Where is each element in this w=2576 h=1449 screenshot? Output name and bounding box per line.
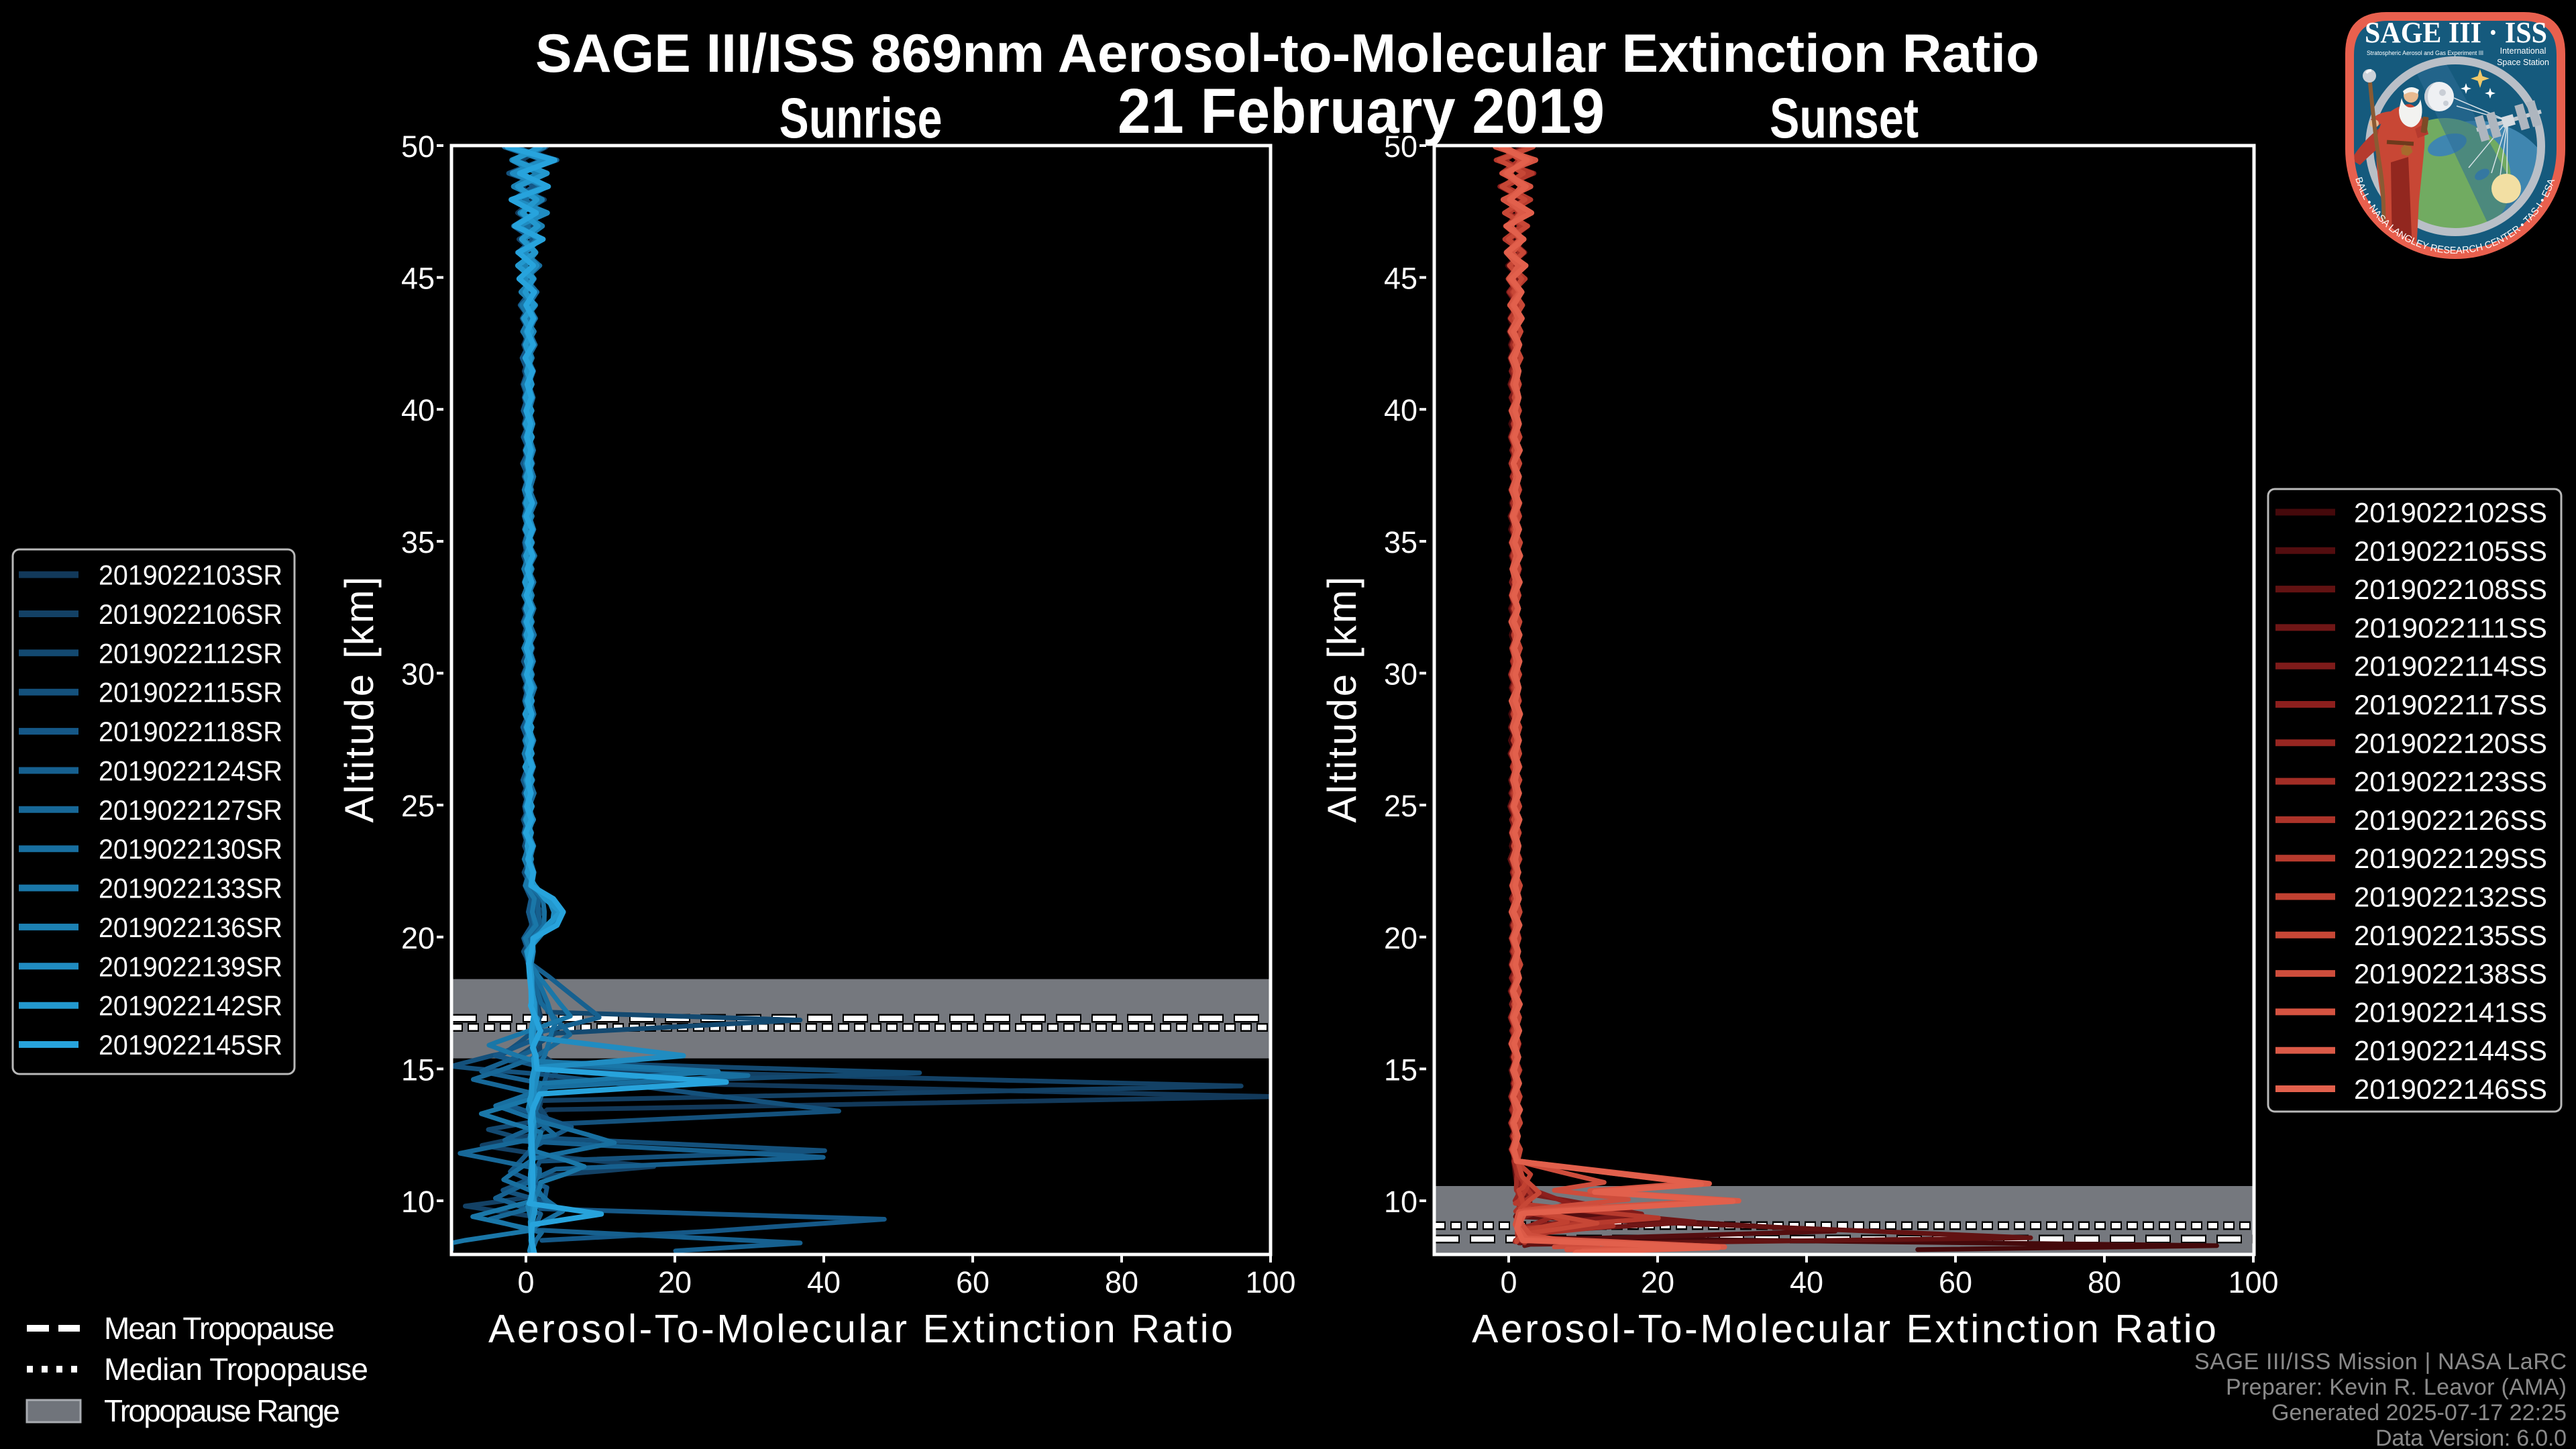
svg-text:2019022115SR: 2019022115SR xyxy=(99,677,282,708)
svg-text:Mean Tropopause: Mean Tropopause xyxy=(104,1311,335,1346)
svg-text:50: 50 xyxy=(401,129,435,164)
svg-text:10: 10 xyxy=(1384,1185,1417,1219)
svg-text:Sunset: Sunset xyxy=(1770,87,1919,150)
svg-text:20: 20 xyxy=(1384,921,1417,955)
svg-text:2019022102SS: 2019022102SS xyxy=(2354,497,2547,529)
svg-text:Aerosol-To-Molecular Extinctio: Aerosol-To-Molecular Extinction Ratio xyxy=(488,1307,1233,1351)
svg-text:2019022138SS: 2019022138SS xyxy=(2354,958,2547,989)
svg-text:International: International xyxy=(2500,46,2546,56)
svg-text:35: 35 xyxy=(1384,525,1417,559)
svg-text:2019022112SR: 2019022112SR xyxy=(99,637,282,669)
svg-text:2019022141SS: 2019022141SS xyxy=(2354,996,2547,1028)
svg-text:2019022120SS: 2019022120SS xyxy=(2354,727,2547,759)
svg-text:80: 80 xyxy=(1105,1265,1138,1299)
svg-text:2019022118SR: 2019022118SR xyxy=(99,716,282,747)
svg-text:Tropopause Range: Tropopause Range xyxy=(104,1393,340,1428)
svg-text:30: 30 xyxy=(1384,657,1417,692)
svg-text:15: 15 xyxy=(401,1053,435,1087)
svg-text:Aerosol-To-Molecular Extinctio: Aerosol-To-Molecular Extinction Ratio xyxy=(1472,1307,2216,1351)
svg-text:35: 35 xyxy=(401,525,435,559)
svg-text:SAGE III/ISS Mission | NASA La: SAGE III/ISS Mission | NASA LaRC xyxy=(2194,1349,2567,1375)
svg-text:15: 15 xyxy=(1384,1053,1417,1087)
svg-text:Altitude [km]: Altitude [km] xyxy=(1320,577,1364,823)
svg-text:2019022106SR: 2019022106SR xyxy=(99,598,282,630)
svg-text:40: 40 xyxy=(1790,1265,1823,1299)
svg-text:2019022124SR: 2019022124SR xyxy=(99,755,282,787)
svg-text:20: 20 xyxy=(1641,1265,1674,1299)
svg-text:2019022103SR: 2019022103SR xyxy=(99,559,282,591)
svg-text:Generated 2025-07-17 22:25: Generated 2025-07-17 22:25 xyxy=(2271,1400,2567,1426)
svg-text:2019022127SR: 2019022127SR xyxy=(99,794,282,826)
svg-text:2019022132SS: 2019022132SS xyxy=(2354,881,2547,913)
svg-text:25: 25 xyxy=(1384,789,1417,823)
svg-text:80: 80 xyxy=(2088,1265,2121,1299)
svg-text:2019022139SR: 2019022139SR xyxy=(99,951,282,982)
svg-text:2019022144SS: 2019022144SS xyxy=(2354,1035,2547,1067)
svg-text:60: 60 xyxy=(956,1265,989,1299)
svg-text:45: 45 xyxy=(1384,262,1417,296)
svg-text:SAGE III · ISS: SAGE III · ISS xyxy=(2365,16,2547,49)
svg-text:40: 40 xyxy=(807,1265,841,1299)
svg-text:2019022145SR: 2019022145SR xyxy=(99,1029,282,1061)
svg-text:100: 100 xyxy=(2228,1265,2278,1299)
svg-text:60: 60 xyxy=(1939,1265,1972,1299)
svg-text:10: 10 xyxy=(401,1185,435,1219)
svg-text:2019022108SS: 2019022108SS xyxy=(2354,574,2547,605)
svg-text:2019022105SS: 2019022105SS xyxy=(2354,535,2547,567)
svg-text:50: 50 xyxy=(1384,129,1417,164)
svg-text:45: 45 xyxy=(401,262,435,296)
svg-text:2019022130SR: 2019022130SR xyxy=(99,833,282,865)
svg-text:21 February 2019: 21 February 2019 xyxy=(1118,76,1605,147)
svg-text:0: 0 xyxy=(1500,1265,1517,1299)
svg-text:0: 0 xyxy=(517,1265,534,1299)
svg-text:2019022129SS: 2019022129SS xyxy=(2354,843,2547,874)
svg-text:Sunrise: Sunrise xyxy=(780,87,943,150)
svg-text:2019022142SR: 2019022142SR xyxy=(99,990,282,1022)
svg-text:25: 25 xyxy=(401,789,435,823)
svg-text:2019022126SS: 2019022126SS xyxy=(2354,804,2547,836)
svg-text:Preparer: Kevin R. Leavor (AMA: Preparer: Kevin R. Leavor (AMA) xyxy=(2226,1375,2567,1400)
svg-text:2019022133SR: 2019022133SR xyxy=(99,873,282,904)
svg-text:Median Tropopause: Median Tropopause xyxy=(104,1352,368,1387)
svg-text:2019022114SS: 2019022114SS xyxy=(2354,651,2547,682)
svg-text:Stratospheric Aerosol and Gas: Stratospheric Aerosol and Gas Experiment… xyxy=(2367,50,2483,57)
svg-text:Space Station: Space Station xyxy=(2497,58,2549,67)
svg-text:40: 40 xyxy=(401,393,435,427)
svg-text:2019022111SS: 2019022111SS xyxy=(2354,612,2547,643)
svg-text:2019022117SS: 2019022117SS xyxy=(2354,689,2547,720)
svg-text:100: 100 xyxy=(1245,1265,1295,1299)
svg-text:20: 20 xyxy=(658,1265,692,1299)
svg-text:2019022136SR: 2019022136SR xyxy=(99,912,282,943)
svg-text:2019022135SS: 2019022135SS xyxy=(2354,920,2547,951)
svg-text:30: 30 xyxy=(401,657,435,692)
svg-text:Data Version: 6.0.0: Data Version: 6.0.0 xyxy=(2375,1426,2567,1449)
svg-text:2019022123SS: 2019022123SS xyxy=(2354,766,2547,798)
svg-text:20: 20 xyxy=(401,921,435,955)
svg-text:40: 40 xyxy=(1384,393,1417,427)
svg-text:2019022146SS: 2019022146SS xyxy=(2354,1073,2547,1105)
svg-text:Altitude [km]: Altitude [km] xyxy=(337,577,382,823)
svg-text:SAGE III/ISS 869nm Aerosol-to-: SAGE III/ISS 869nm Aerosol-to-Molecular … xyxy=(535,23,2039,84)
